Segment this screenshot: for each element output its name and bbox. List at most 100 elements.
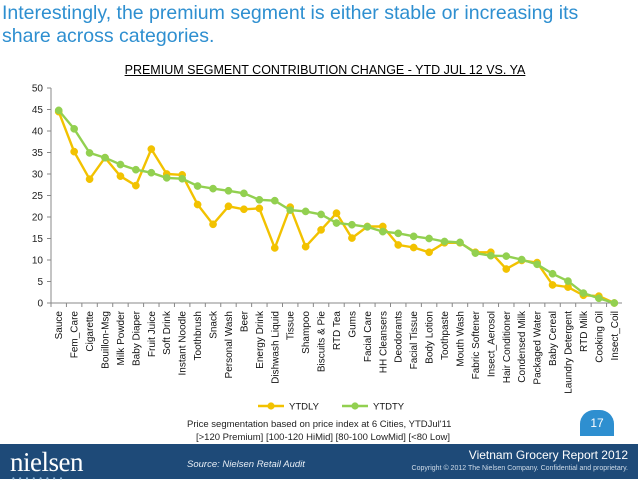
data-point-ytdty [409,232,418,241]
headline: Interestingly, the premium segment is ei… [2,2,579,47]
data-point-ytdly [502,265,511,273]
data-point-ytdty [579,289,588,297]
x-tick-label: Snack [209,310,220,339]
report-title: Vietnam Grocery Report 2012 [468,448,628,462]
y-tick-label: 45 [32,105,44,116]
data-point-ytdly [317,226,325,234]
data-point-ytdly [85,175,94,184]
data-point-ytdly [548,281,557,289]
x-tick-label: Bouillon-Msg [101,311,112,369]
x-tick-label: Shampoo [301,311,312,354]
data-point-ytdty [147,168,156,177]
data-point-ytdty [440,237,449,246]
x-tick-label: Beer [239,310,250,332]
data-point-ytdty [270,196,279,205]
x-tick-label: Insect_Aerosol [486,311,497,377]
data-point-ytdty [70,125,78,133]
page-number: 17 [580,410,614,436]
data-point-ytdly [425,248,433,257]
data-point-ytdty [548,269,557,278]
data-point-ytdty [193,182,202,190]
data-point-ytdty [394,229,403,238]
data-point-ytdty [286,206,295,214]
x-tick-label: Milk Powder [116,310,127,365]
y-tick-label: 25 [32,191,44,202]
x-tick-label: Insect_Coil [610,311,621,360]
y-tick-label: 10 [32,256,44,267]
x-tick-label: Instant Noodle [178,311,189,376]
series-line-ytdly [57,111,615,305]
line-chart: 0 5 10 15 20 25 30 35 40 45 50 Sauce Fem_Care Cigaret… [32,84,622,413]
x-tick-label: Fem_Care [70,311,81,359]
data-point-ytdty [240,189,248,198]
x-tick-label: Energy Drink [255,310,266,369]
x-tick-label: RTD Tea [332,311,343,351]
data-point-ytdty [348,220,356,229]
x-tick-label: Baby Cereal [548,311,559,366]
data-point-ytdty [132,165,140,174]
x-tick-label: Cigarette [85,311,96,352]
x-tick-label: Cooking Oil [594,311,605,363]
data-point-ytdty [533,260,541,269]
data-point-ytdty [162,174,171,182]
data-point-ytdty [564,277,572,285]
data-point-ytdty [332,219,341,227]
x-tick-label: Facial Care [363,311,374,363]
x-tick-label: Facial Tissue [409,311,420,370]
segmentation-note: Price segmentation based on price index … [187,419,487,444]
x-tick-label: Tissue [286,311,297,341]
data-point-ytdty [595,294,603,303]
data-point-ytdly [301,242,310,251]
x-tick-label: Fabric Softener [471,310,482,379]
x-tick-label: Laundry Detergent [563,311,574,394]
data-point-ytdly [132,181,140,190]
x-tick-label: Personal Wash [224,311,235,378]
data-point-ytdly [255,204,264,213]
data-point-ytdly [270,244,279,252]
data-point-ytdty [101,153,109,162]
x-tick-label: RTD Milk [579,310,590,352]
data-point-ytdty [502,252,511,260]
data-point-ytdly [70,147,78,156]
data-point-ytdly [209,220,217,229]
data-point-ytdty [456,238,464,247]
y-tick-label: 30 [32,170,44,181]
x-tick-label: Gums [347,311,358,338]
legend-swatch-marker [267,402,275,410]
note-line-1: Price segmentation based on price index … [187,419,452,430]
data-point-ytdly [147,145,156,153]
x-tick-label: Soft Drink [162,310,173,355]
data-point-ytdly [348,234,356,242]
x-tick-label: Hair Conditioner [502,310,513,383]
data-point-ytdty [517,255,526,264]
x-tick-label: Mouth Wash [455,311,466,367]
x-tick-label: Biscuits & Pie [317,311,328,373]
chart-title: PREMIUM SEGMENT CONTRIBUTION CHANGE - YT… [124,63,526,77]
x-tick-label: Sauce [54,311,65,340]
x-tick-label: Baby Diaper [131,310,142,366]
data-point-ytdly [224,202,233,211]
data-point-ytdty [255,195,264,204]
legend-swatch-marker [351,402,359,410]
y-tick-label: 0 [37,299,43,310]
source-note: Source: Nielsen Retail Audit [187,459,305,470]
legend-label: YTDLY [289,402,320,413]
x-tick-label: Toothbrush [193,311,204,360]
copyright-notice: Copyright © 2012 The Nielsen Company. Co… [411,465,628,472]
data-point-ytdty [209,184,217,193]
y-tick-label: 50 [32,84,44,95]
data-point-ytdty [363,223,372,231]
data-point-ytdty [486,251,495,260]
x-tick-label: Body Lotion [425,311,436,364]
legend-label: YTDTY [373,402,405,413]
x-tick-label: Dishwash Liquid [270,311,281,384]
data-point-ytdty [317,210,325,219]
data-point-ytdly [116,172,125,180]
y-tick-label: 20 [32,213,44,224]
y-tick-label: 15 [32,234,44,245]
x-tick-label: Packaged Water [533,310,544,384]
data-point-ytdty [471,249,480,257]
footer-bar: nielsen •••••••• Source: Nielsen Retail … [0,444,638,483]
data-point-ytdty [378,227,387,236]
data-point-ytdly [240,205,248,214]
